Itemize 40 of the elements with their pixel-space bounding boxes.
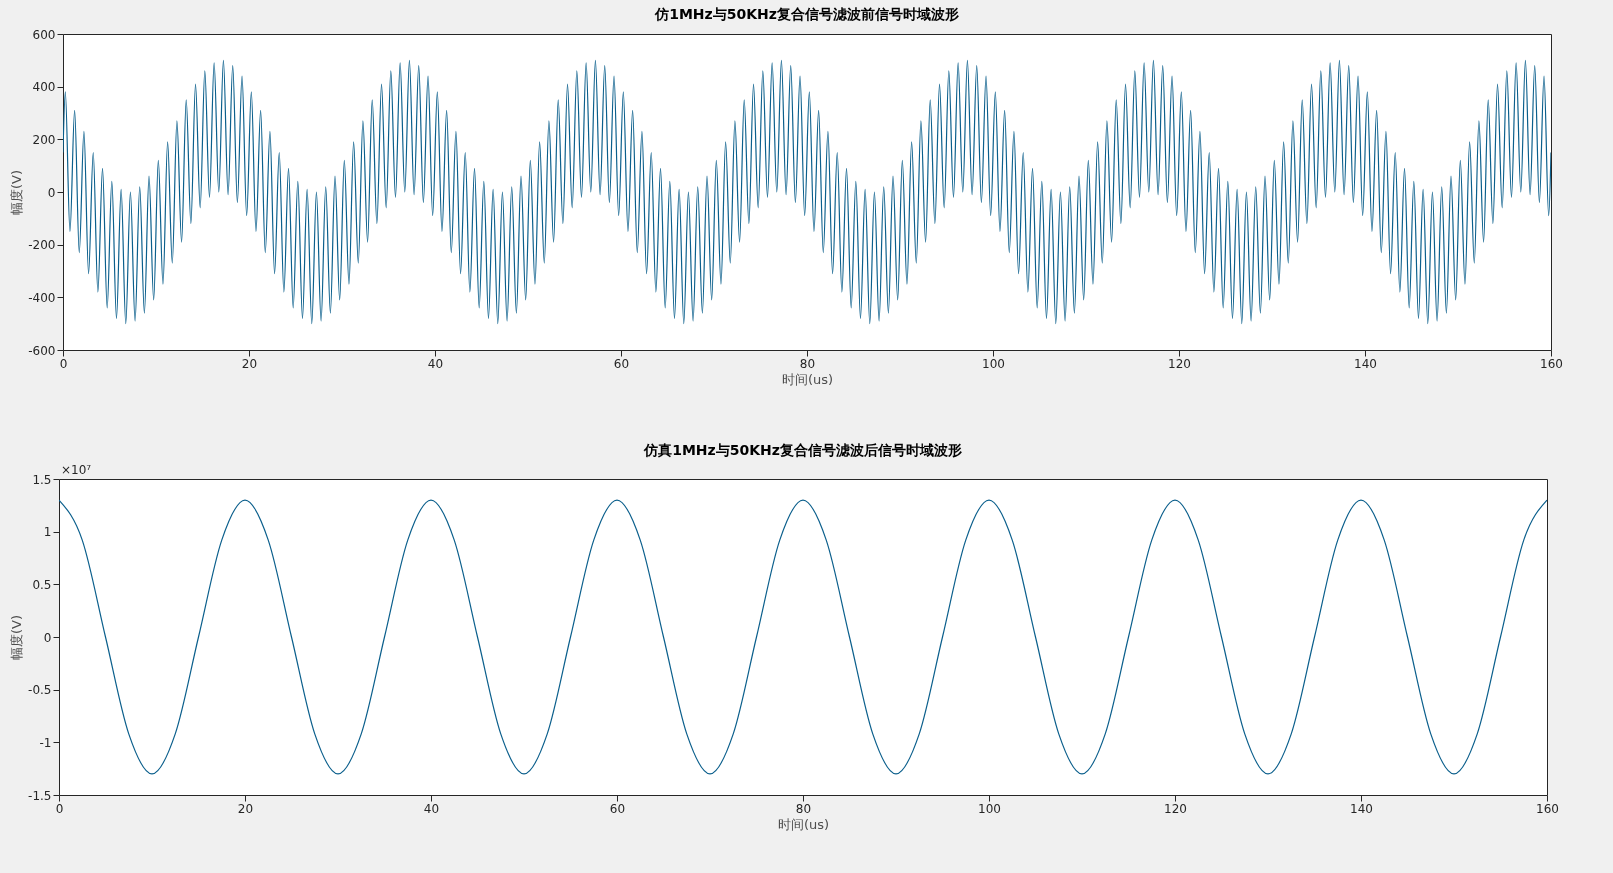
y-tick-label: -400 [28,290,56,305]
y-tick-label: 1.5 [32,472,52,487]
y-axis-title: 幅度(V) [9,169,25,216]
y-tick-label: -1 [39,735,52,750]
x-tick-label: 20 [237,801,254,816]
x-tick-label: 120 [1164,801,1187,816]
y-tick-label: 0 [43,630,52,645]
x-tick-label: 40 [423,801,440,816]
x-tick-label: 80 [795,801,812,816]
x-tick-label: 140 [1354,356,1377,371]
x-tick-label: 40 [427,356,444,371]
line-series [63,59,1551,325]
text: ×10⁷ [61,463,92,477]
y-tick-label: -0.5 [28,683,52,698]
x-tick-label: 100 [982,356,1005,371]
line-series [59,499,1547,775]
x-tick-label: 120 [1168,356,1191,371]
y-tick-label: 1 [43,525,52,540]
x-tick-label: 20 [241,356,258,371]
y-tick-label: 0.5 [32,577,52,592]
x-tick-label: 160 [1540,356,1563,371]
y-tick-label: 0 [47,185,56,200]
y-tick-label: -200 [28,238,56,253]
x-tick-label: 140 [1350,801,1373,816]
x-tick-label: 80 [799,356,816,371]
x-axis-title: 时间(us) [781,371,834,387]
x-tick-label: 60 [613,356,630,371]
y-tick-label: 200 [32,132,56,147]
y-tick-label: -1.5 [28,788,52,803]
x-tick-label: 0 [59,356,68,371]
x-tick-label: 100 [978,801,1001,816]
x-tick-label: 160 [1536,801,1559,816]
chart-title: 仿真1MHz与50KHz复合信号滤波后信号时域波形 [643,442,962,458]
y-tick-label: 600 [32,27,56,42]
chart-title: 仿1MHz与50KHz复合信号滤波前信号时域波形 [654,6,959,22]
y-tick-label: 400 [32,80,56,95]
x-tick-label: 60 [609,801,626,816]
x-axis-title: 时间(us) [777,816,830,832]
y-axis-title: 幅度(V) [9,614,25,661]
y-tick-label: -600 [28,343,56,358]
